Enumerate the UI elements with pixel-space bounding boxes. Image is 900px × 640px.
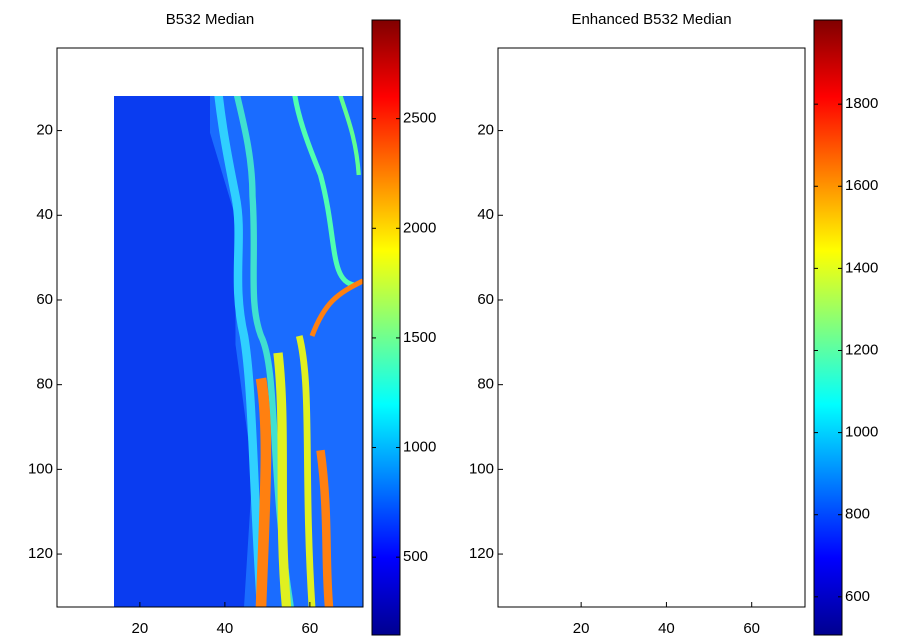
chart-title: B532 Median [166,11,254,28]
x-tick-label: 20 [132,620,149,637]
chart-title: Enhanced B532 Median [571,11,731,28]
colorbar-tick-label: 1500 [403,329,436,346]
colorbar [813,19,843,636]
axes-box [56,47,364,608]
image [57,48,363,607]
y-tick-label: 40 [36,206,53,223]
y-tick-label: 80 [36,376,53,393]
y-tick-label: 100 [28,460,53,477]
colorbar-tick-label: 800 [845,506,870,523]
y-tick-label: 40 [477,206,494,223]
y-tick-label: 100 [469,460,494,477]
y-tick-label: 80 [477,376,494,393]
y-tick-label: 120 [469,545,494,562]
x-tick-label: 40 [658,620,675,637]
x-tick-label: 40 [217,620,234,637]
colorbar-tick-label: 2500 [403,110,436,127]
colorbar-tick-label: 1600 [845,177,878,194]
y-tick-label: 60 [477,291,494,308]
colorbar-tick-label: 1200 [845,341,878,358]
colorbar-tick-label: 2000 [403,219,436,236]
axes-box [497,47,806,608]
y-tick-label: 60 [36,291,53,308]
y-tick-label: 20 [477,122,494,139]
colorbar-tick-label: 600 [845,588,870,605]
image [498,48,805,607]
x-tick-label: 60 [302,620,319,637]
x-tick-label: 20 [573,620,590,637]
colorbar-tick-label: 1000 [403,439,436,456]
colorbar-tick-label: 1800 [845,95,878,112]
x-tick-label: 60 [743,620,760,637]
colorbar-tick-label: 1400 [845,259,878,276]
colorbar-tick-label: 1000 [845,424,878,441]
y-tick-label: 120 [28,545,53,562]
colorbar-tick-label: 500 [403,548,428,565]
colorbar [371,19,401,636]
y-tick-label: 20 [36,122,53,139]
